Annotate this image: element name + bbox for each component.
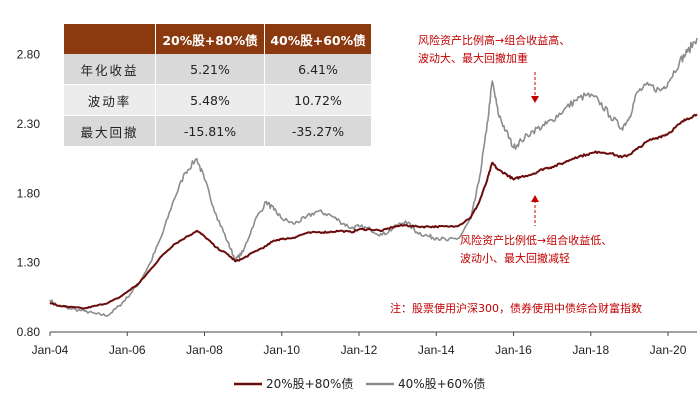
x-tick-label: Jan-20 — [650, 343, 687, 357]
table-cell: 5.21% — [155, 54, 265, 85]
table-row-label: 年化收益 — [64, 54, 156, 85]
series-line-2 — [49, 37, 698, 317]
y-tick-label: 2.30 — [17, 117, 41, 131]
x-tick-label: Jan-04 — [32, 343, 69, 357]
source-note: 注：股票使用沪深300，债券使用中债综合财富指数 — [390, 301, 642, 315]
y-tick-label: 0.80 — [17, 325, 41, 339]
table-cell: 5.48% — [155, 84, 265, 116]
stats-table: 20%股+80%债 40%股+60%债 年化收益 5.21% 6.41% 波动率… — [64, 24, 372, 147]
x-axis-ticks: Jan-04 Jan-06 Jan-08 Jan-10 Jan-12 Jan-14 Jan-… — [32, 332, 687, 357]
x-tick-label: Jan-18 — [572, 343, 609, 357]
table-cell: 6.41% — [264, 54, 372, 85]
table-row-label: 最大回撤 — [64, 115, 156, 147]
table-header-cell: 40%股+60%债 — [264, 24, 372, 54]
series-line-1 — [49, 113, 698, 310]
annotation-top: 风险资产比例高→组合收益高、 波动大、最大回撤加重 — [418, 33, 570, 103]
table-header-cell: 20%股+80%债 — [155, 24, 265, 54]
y-axis-ticks: 0.80 1.30 1.80 2.30 2.80 — [17, 48, 41, 339]
annotation-top-line2: 波动大、最大回撤加重 — [418, 51, 528, 65]
x-tick-label: Jan-12 — [341, 343, 378, 357]
x-tick-label: Jan-08 — [186, 343, 223, 357]
y-tick-label: 2.80 — [17, 48, 41, 62]
annotation-bottom-line1: 风险资产比例低→组合收益低、 — [460, 233, 612, 247]
table-cell: 10.72% — [264, 84, 372, 116]
x-tick-label: Jan-16 — [495, 343, 532, 357]
annotation-top-line1: 风险资产比例高→组合收益高、 — [418, 33, 570, 47]
table-row-label: 波动率 — [64, 84, 156, 116]
table-cell: -35.27% — [264, 115, 372, 147]
x-tick-label: Jan-06 — [109, 343, 146, 357]
annotation-bottom-arrowhead — [531, 195, 539, 202]
table-header-row: 20%股+80%债 40%股+60%债 — [64, 24, 372, 54]
x-tick-label: Jan-10 — [263, 343, 300, 357]
annotation-top-arrowhead — [531, 96, 539, 103]
x-tick-label: Jan-14 — [418, 343, 455, 357]
legend-label-series2: 40%股+60%债 — [398, 377, 485, 391]
table-cell: -15.81% — [155, 115, 265, 147]
y-tick-label: 1.80 — [17, 186, 41, 200]
table-row: 年化收益 5.21% 6.41% — [64, 54, 372, 85]
y-tick-label: 1.30 — [17, 256, 41, 270]
series-layer — [49, 37, 698, 317]
legend: 20%股+80%债 40%股+60%债 — [234, 377, 485, 391]
table-row: 波动率 5.48% 10.72% — [64, 84, 372, 116]
annotation-bottom: 风险资产比例低→组合收益低、 波动小、最大回撤减轻 — [460, 195, 612, 265]
table-header-cell — [64, 24, 156, 54]
legend-label-series1: 20%股+80%债 — [266, 377, 353, 391]
annotation-bottom-line2: 波动小、最大回撤减轻 — [460, 251, 570, 265]
table-row: 最大回撤 -15.81% -35.27% — [64, 115, 372, 147]
